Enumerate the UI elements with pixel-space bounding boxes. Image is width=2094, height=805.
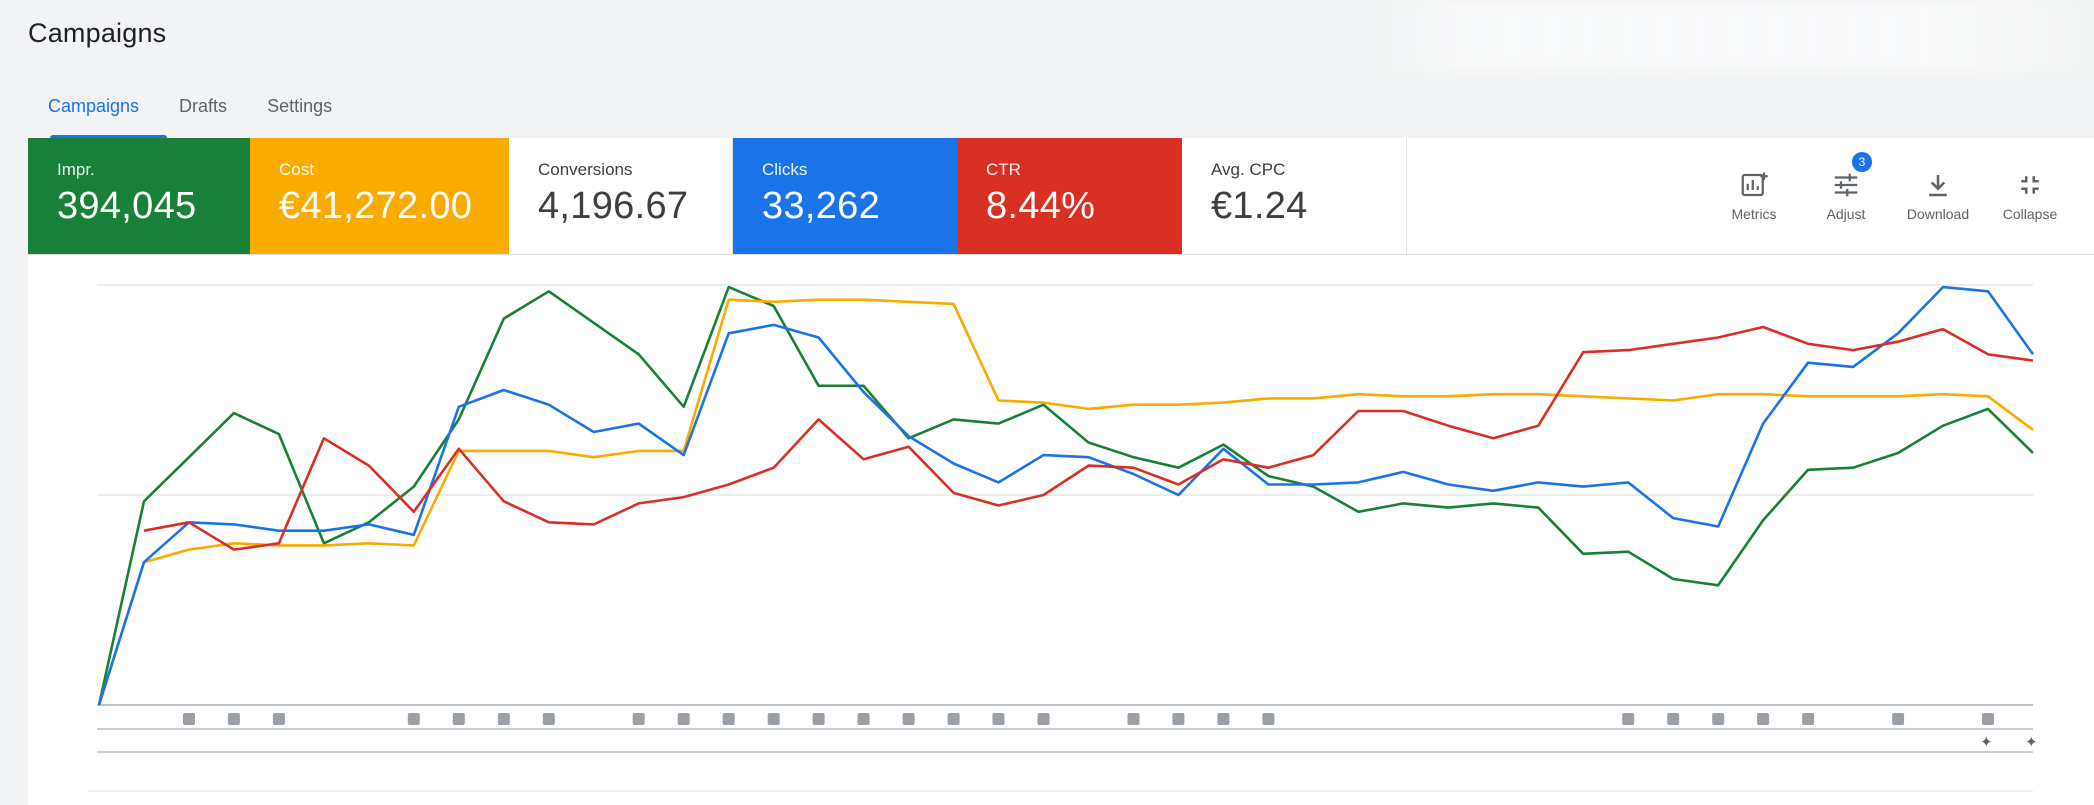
sparkle-insight-icon[interactable]: ✦: [2025, 733, 2038, 751]
change-history-marker[interactable]: [1127, 713, 1140, 725]
scorecard-row: Impr. 394,045 Cost €41,272.00 Conversion…: [28, 138, 1407, 255]
adjust-count-badge: 3: [1852, 152, 1872, 172]
scorecard-value: 394,045: [57, 185, 197, 227]
metrics-label: Metrics: [1731, 206, 1777, 222]
scorecard-conversions[interactable]: Conversions 4,196.67: [509, 138, 733, 255]
change-history-marker[interactable]: [1217, 713, 1230, 725]
metrics-icon: [1741, 172, 1768, 197]
change-history-marker[interactable]: [1712, 713, 1725, 725]
change-history-marker[interactable]: [812, 713, 825, 725]
scorecard-value: €41,272.00: [279, 185, 473, 227]
performance-line-chart[interactable]: ✦ ✦: [28, 255, 2094, 805]
scorecard-cost[interactable]: Cost €41,272.00: [250, 138, 509, 255]
series-line-3[interactable]: [143, 325, 2034, 551]
change-history-marker[interactable]: [767, 713, 780, 725]
tab-bar: Campaigns Drafts Settings: [28, 84, 352, 138]
change-history-marker[interactable]: [1262, 713, 1275, 725]
scorecard-label: Conversions: [538, 160, 633, 179]
scorecard-value: 8.44%: [986, 185, 1096, 227]
change-history-marker[interactable]: [497, 713, 510, 725]
tab-drafts[interactable]: Drafts: [179, 96, 228, 116]
scorecard-label: Clicks: [762, 160, 808, 179]
change-history-marker[interactable]: [452, 713, 465, 725]
change-history-marker[interactable]: [722, 713, 735, 725]
scorecard-label: Avg. CPC: [1211, 160, 1286, 179]
collapse-icon: [2021, 176, 2039, 194]
header-blurred-area: [1380, 0, 2094, 72]
sparkle-insight-icon[interactable]: ✦: [1980, 733, 1993, 751]
change-history-marker[interactable]: [542, 713, 555, 725]
change-history-marker[interactable]: [992, 713, 1005, 725]
change-history-marker[interactable]: [183, 713, 195, 725]
change-history-marker[interactable]: [857, 713, 870, 725]
scorecard-label: Cost: [279, 160, 314, 179]
page-title: Campaigns: [28, 18, 167, 48]
adjust-label: Adjust: [1826, 206, 1866, 222]
scorecard-impressions[interactable]: Impr. 394,045: [28, 138, 250, 255]
change-history-marker[interactable]: [1892, 713, 1905, 725]
scorecard-value: 33,262: [762, 185, 881, 227]
change-history-marker[interactable]: [677, 713, 690, 725]
scorecard-label: CTR: [986, 160, 1021, 179]
series-line-1[interactable]: [97, 298, 2034, 706]
collapse-button[interactable]: Collapse: [1984, 138, 2076, 255]
download-label: Download: [1906, 206, 1970, 222]
scorecard-value: 4,196.67: [538, 185, 689, 227]
change-history-marker[interactable]: [1172, 713, 1185, 725]
change-history-marker[interactable]: [902, 713, 915, 725]
change-history-marker[interactable]: [1667, 713, 1680, 725]
collapse-label: Collapse: [2002, 206, 2058, 222]
tab-settings[interactable]: Settings: [267, 96, 333, 116]
adjust-button[interactable]: 3 Adjust: [1800, 138, 1892, 255]
change-history-marker[interactable]: [272, 713, 285, 725]
tab-campaigns[interactable]: Campaigns: [28, 84, 168, 138]
performance-panel: Impr. 394,045 Cost €41,272.00 Conversion…: [28, 138, 2094, 805]
scorecard-clicks[interactable]: Clicks 33,262: [733, 138, 957, 255]
download-icon: [1929, 175, 1947, 197]
change-history-marker[interactable]: [227, 713, 240, 725]
change-history-marker[interactable]: [1037, 713, 1050, 725]
scorecard-label: Impr.: [57, 160, 95, 179]
scorecard-avg-cpc[interactable]: Avg. CPC €1.24: [1182, 138, 1407, 255]
change-history-marker[interactable]: [1757, 713, 1770, 725]
panel-divider: [28, 254, 2094, 255]
change-history-marker[interactable]: [407, 713, 420, 725]
chart-toolbar: Metrics 3 Adjust Download: [1708, 138, 2094, 255]
scorecard-ctr[interactable]: CTR 8.44%: [957, 138, 1182, 255]
scorecard-value: €1.24: [1211, 185, 1308, 227]
series-line-2[interactable]: [97, 285, 2035, 706]
metrics-button[interactable]: Metrics: [1708, 138, 1800, 255]
change-history-marker[interactable]: [1802, 713, 1815, 725]
download-button[interactable]: Download: [1892, 138, 1984, 255]
change-history-marker[interactable]: [1622, 713, 1635, 725]
change-history-marker[interactable]: [947, 713, 960, 725]
adjust-sliders-icon: [1834, 173, 1858, 197]
change-history-marker[interactable]: [1982, 713, 1994, 725]
series-line-0[interactable]: [97, 285, 2034, 706]
change-history-marker[interactable]: [632, 713, 645, 725]
